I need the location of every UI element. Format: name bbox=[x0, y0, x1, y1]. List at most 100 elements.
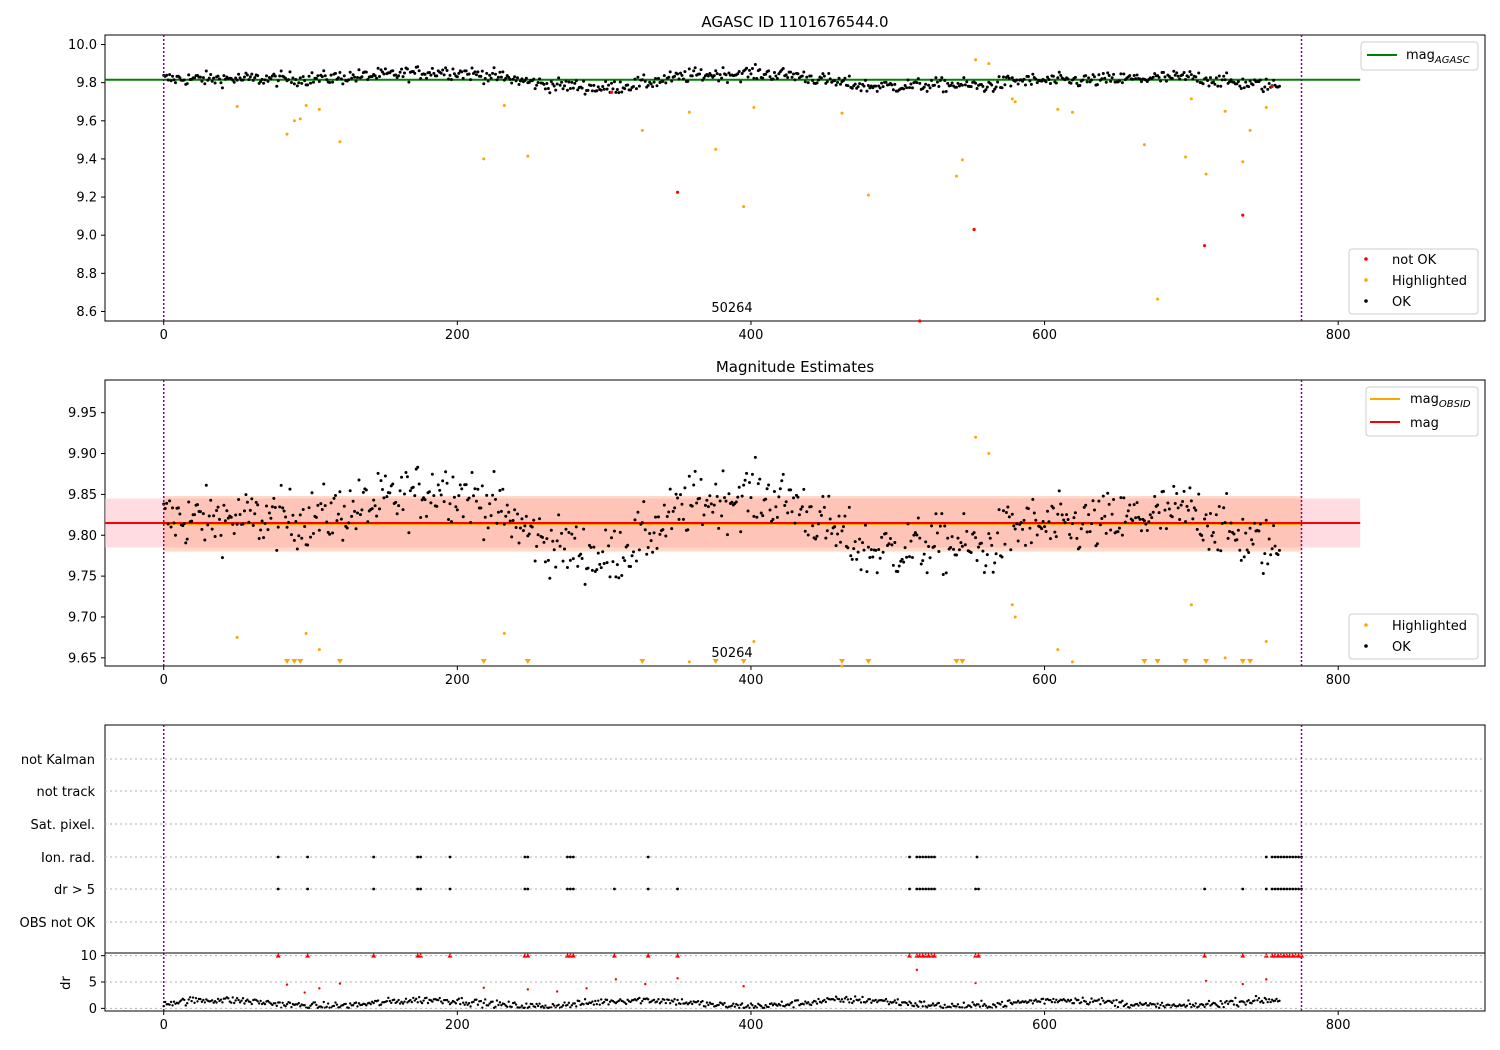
ok-point bbox=[557, 76, 561, 80]
ok-point bbox=[257, 536, 261, 540]
dr-point bbox=[445, 998, 449, 1002]
x-tick-label: 200 bbox=[445, 328, 470, 343]
ok-point bbox=[985, 85, 989, 89]
ok-point bbox=[445, 69, 449, 73]
dr-point bbox=[1099, 1003, 1102, 1006]
ok-point bbox=[811, 524, 815, 528]
panel-magnitude-title: Magnitude Estimates bbox=[716, 358, 874, 376]
ok-point bbox=[514, 525, 518, 529]
ok-point bbox=[317, 80, 321, 84]
ok-point bbox=[499, 75, 503, 79]
ok-point bbox=[391, 482, 395, 486]
dr-point bbox=[315, 1003, 318, 1007]
dr-point bbox=[617, 999, 621, 1003]
ok-point bbox=[902, 560, 906, 564]
ok-point bbox=[379, 68, 383, 72]
ok-point bbox=[563, 547, 567, 551]
ok-point bbox=[356, 75, 360, 79]
ok-point bbox=[695, 501, 699, 505]
ok-point bbox=[1022, 77, 1026, 81]
ok-point bbox=[485, 71, 489, 75]
dr-point bbox=[438, 996, 441, 1000]
ok-point bbox=[620, 573, 624, 577]
ok-point bbox=[740, 494, 744, 498]
flag-point bbox=[1288, 887, 1292, 891]
ok-point bbox=[874, 84, 878, 88]
dr-point bbox=[849, 997, 852, 1001]
ok-point bbox=[1200, 534, 1204, 538]
ok-point bbox=[385, 495, 389, 499]
flag-point bbox=[975, 855, 979, 859]
ok-point bbox=[204, 69, 208, 73]
ok-point bbox=[1132, 74, 1136, 78]
ok-point bbox=[216, 74, 220, 78]
highlighted-point bbox=[1010, 603, 1014, 607]
ok-point bbox=[626, 83, 630, 87]
ok-point bbox=[806, 81, 810, 85]
ok-point bbox=[524, 76, 528, 80]
dr-point bbox=[162, 1004, 165, 1008]
dr-clipped-marker bbox=[1202, 953, 1208, 958]
ok-point bbox=[294, 77, 298, 81]
ok-point bbox=[317, 528, 321, 532]
ok-point bbox=[686, 528, 690, 532]
ok-point bbox=[792, 72, 796, 76]
ok-point bbox=[501, 487, 505, 491]
ok-point bbox=[364, 488, 368, 492]
ok-point bbox=[974, 536, 978, 540]
ok-point bbox=[1084, 503, 1088, 507]
ok-point bbox=[800, 74, 804, 78]
ok-point bbox=[861, 541, 865, 545]
ok-point bbox=[583, 92, 587, 96]
dr-clipped-marker bbox=[1240, 953, 1246, 958]
ok-point bbox=[1164, 79, 1168, 83]
ok-point bbox=[1085, 530, 1089, 534]
ok-point bbox=[356, 511, 360, 515]
ok-point bbox=[1088, 530, 1092, 534]
ok-point bbox=[1101, 494, 1105, 498]
dr-point bbox=[846, 998, 850, 1001]
dr-point bbox=[762, 1006, 766, 1010]
highlighted-point bbox=[338, 140, 342, 144]
ok-point bbox=[1184, 520, 1188, 524]
flag-row-label: Sat. pixel. bbox=[31, 818, 95, 833]
legend-marker bbox=[1364, 299, 1368, 303]
ok-point bbox=[916, 516, 920, 520]
ok-point bbox=[699, 477, 703, 481]
dr-point bbox=[544, 1004, 547, 1007]
dr-point bbox=[597, 999, 600, 1002]
dr-point bbox=[1069, 998, 1073, 1002]
dr-high-point bbox=[585, 987, 588, 990]
flag-point bbox=[1273, 855, 1277, 859]
ok-point bbox=[739, 80, 743, 84]
dr-point bbox=[949, 1006, 952, 1009]
dr-point bbox=[535, 1002, 538, 1006]
ok-point bbox=[301, 75, 305, 79]
ok-point bbox=[1012, 524, 1016, 528]
dr-point bbox=[257, 1002, 261, 1005]
clipped-low-marker bbox=[291, 659, 298, 664]
dr-point bbox=[920, 1001, 923, 1004]
ok-point bbox=[448, 502, 452, 506]
legend-mag-text: mag bbox=[1406, 48, 1435, 63]
ok-point bbox=[582, 79, 586, 83]
ok-point bbox=[552, 548, 556, 552]
ok-point bbox=[447, 517, 451, 521]
ok-point bbox=[554, 565, 558, 569]
ok-point bbox=[781, 66, 785, 70]
ok-point bbox=[1228, 530, 1232, 534]
flag-point bbox=[676, 887, 679, 891]
dr-point bbox=[1052, 997, 1055, 1001]
dr-point bbox=[680, 998, 684, 1001]
ok-point bbox=[250, 497, 254, 501]
ok-point bbox=[1097, 499, 1101, 503]
ok-point bbox=[298, 513, 302, 517]
dr-point bbox=[1119, 1001, 1123, 1004]
dr-point bbox=[845, 995, 848, 999]
dr-point bbox=[893, 999, 897, 1002]
ok-point bbox=[661, 79, 665, 83]
ok-point bbox=[328, 532, 332, 536]
ok-point bbox=[609, 536, 613, 540]
dr-point bbox=[1115, 998, 1118, 1002]
